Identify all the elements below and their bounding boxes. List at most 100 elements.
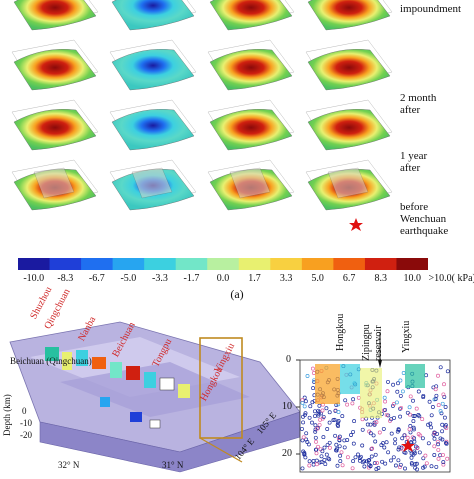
stress-surface-panel <box>305 159 393 211</box>
stress-surface <box>13 109 97 151</box>
seismic-event <box>407 427 412 432</box>
section-ytick-10: 10 <box>282 401 292 412</box>
seismic-event <box>319 454 324 459</box>
depth-tick-0: 0 <box>22 406 27 416</box>
colorbar-tick-label: 1.7 <box>248 273 261 284</box>
seismic-event <box>316 413 321 418</box>
depth-axis-label: Depth (km) <box>2 394 12 436</box>
seismic-event <box>426 441 431 446</box>
seismic-event <box>441 452 445 457</box>
seismic-event <box>421 465 426 470</box>
seismic-event <box>436 442 441 447</box>
seismic-event <box>386 379 390 384</box>
seismic-event <box>338 459 343 464</box>
colorbar-segment <box>396 258 429 270</box>
seismic-event <box>345 455 350 460</box>
colorbar-segment <box>270 258 303 270</box>
seismic-event <box>442 415 447 420</box>
stress-patch <box>92 357 106 369</box>
seismic-event <box>366 458 371 463</box>
seismic-event <box>432 453 437 457</box>
colorbar-ticks: -10.0 -8.3 -6.7 -5.0 -3.3 -1.7 0.0 1.7 3.3 5.0 6.7… <box>0 273 474 285</box>
seismic-event <box>308 404 313 409</box>
stress-surface <box>209 49 293 91</box>
seismic-event <box>386 450 391 455</box>
depth-tick-10: -10 <box>20 418 32 428</box>
seismic-event <box>335 420 340 425</box>
row-label-2month-l1: 2 month <box>400 92 437 104</box>
colorbar-tick-label: 0.0 <box>216 273 230 284</box>
seismic-event <box>426 422 431 427</box>
seismic-event <box>409 455 414 460</box>
seismic-event <box>384 412 389 417</box>
stress-surface <box>307 109 391 151</box>
seismic-event <box>340 463 345 468</box>
seismic-event <box>320 408 325 413</box>
seismic-event <box>420 417 425 422</box>
seismic-event <box>332 417 337 422</box>
stress-surface-panel <box>207 99 295 151</box>
seismic-event <box>411 425 416 430</box>
seismic-event <box>368 422 373 427</box>
cross-section <box>296 332 451 473</box>
seismic-event <box>423 453 428 458</box>
seismic-event <box>380 459 385 464</box>
row-label-before-l1: before <box>400 201 429 213</box>
seismic-event <box>421 395 426 400</box>
seismic-event <box>317 460 322 465</box>
seismic-event <box>350 401 355 406</box>
seismic-event <box>432 431 437 436</box>
seismic-event <box>314 439 318 444</box>
panel-label-a: (a) <box>230 287 244 301</box>
seismic-event <box>405 435 410 440</box>
seismic-event <box>443 441 448 445</box>
seismic-event <box>408 394 413 399</box>
stress-surface <box>209 109 293 151</box>
seismic-event <box>395 389 400 394</box>
colorbar-tick-label: 3.3 <box>279 273 293 284</box>
stress-surface-panel <box>109 99 197 151</box>
seismic-event <box>396 428 401 432</box>
stress-surface-panel <box>209 0 295 31</box>
seismic-event <box>442 382 446 387</box>
seismic-event <box>433 397 438 401</box>
seismic-event <box>303 455 308 460</box>
seismic-event <box>400 389 405 394</box>
colorbar-svg <box>18 258 429 270</box>
seismic-event <box>311 386 316 391</box>
section-patch <box>340 364 360 394</box>
seismic-event <box>369 447 374 451</box>
seismic-event <box>445 456 450 461</box>
seismic-event <box>441 462 446 467</box>
seismic-event <box>310 366 315 371</box>
seismic-event <box>438 365 443 370</box>
stress-surface <box>307 0 391 31</box>
seismic-event <box>445 369 450 374</box>
stress-patch <box>159 377 175 391</box>
seismic-event <box>314 451 319 456</box>
seismic-event <box>411 419 416 424</box>
seismic-event <box>370 446 375 451</box>
colorbar <box>18 257 429 270</box>
seismic-event <box>304 431 309 436</box>
seismic-event <box>433 387 438 392</box>
box-projection-line <box>199 437 243 463</box>
seismic-event <box>412 449 417 454</box>
seismic-event <box>322 445 327 450</box>
seismic-event <box>421 456 426 461</box>
seismic-event <box>392 415 397 420</box>
seismic-event <box>372 420 377 425</box>
study-area-box <box>199 337 243 439</box>
seismic-event <box>317 403 322 408</box>
row-label-before-l3: earthquake <box>400 225 449 237</box>
seismic-event <box>409 461 414 466</box>
seismic-event <box>413 465 418 470</box>
seismic-event <box>416 432 421 437</box>
seismic-event <box>412 436 417 441</box>
row-label-before-l2: Wenchuan <box>400 213 447 225</box>
row-label-1year-l2: after <box>400 162 421 174</box>
seismic-event <box>440 401 445 406</box>
seismic-event <box>383 399 388 404</box>
bottom-svg <box>9 321 451 473</box>
seismic-event <box>429 464 434 469</box>
